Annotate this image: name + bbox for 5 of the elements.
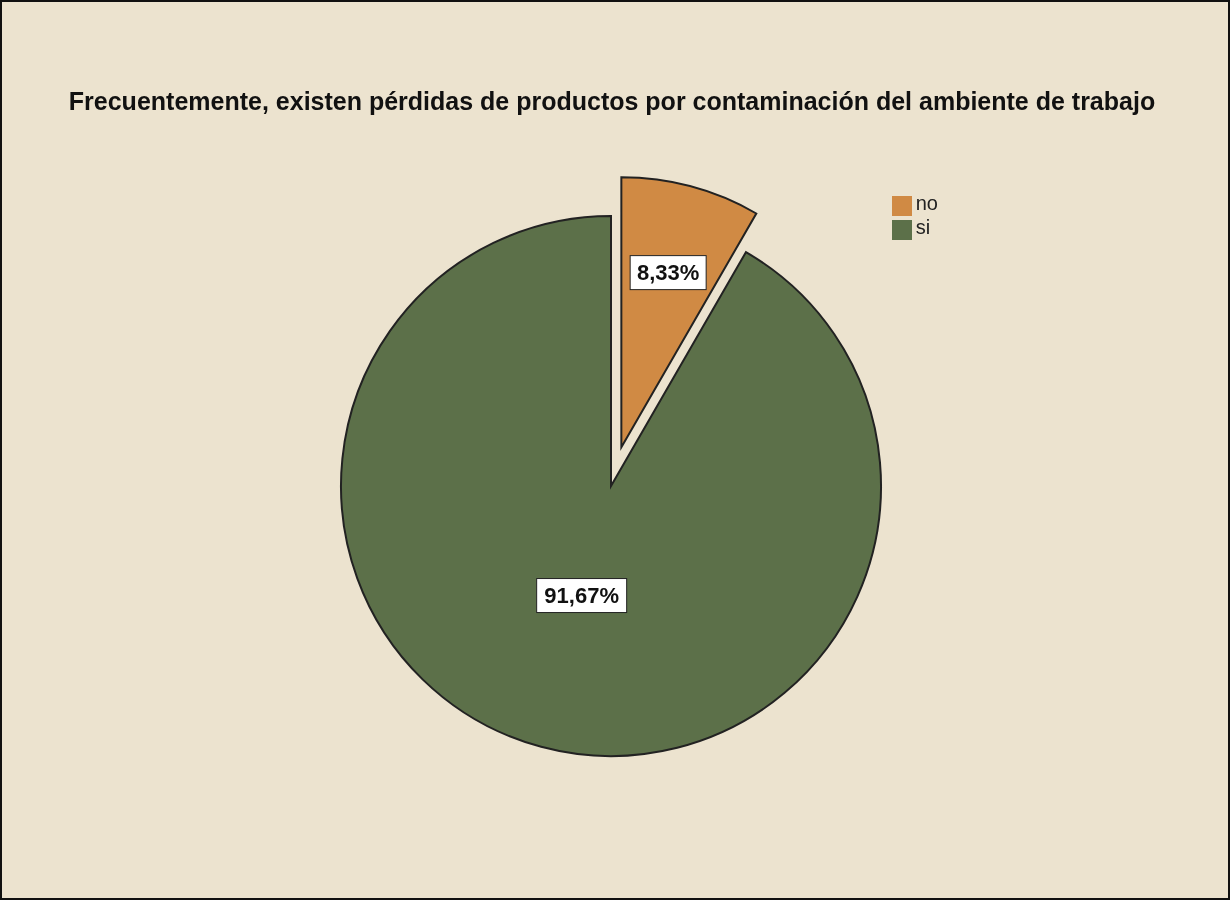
data-label: 91,67% [544, 583, 619, 609]
chart-title: Frecuentemente, existen pérdidas de productos por contaminación del ambiente de trabajo [67, 87, 1157, 115]
legend-label: no [915, 192, 938, 214]
data-label: 8,33% [636, 260, 700, 286]
legend-label: si [915, 215, 931, 238]
